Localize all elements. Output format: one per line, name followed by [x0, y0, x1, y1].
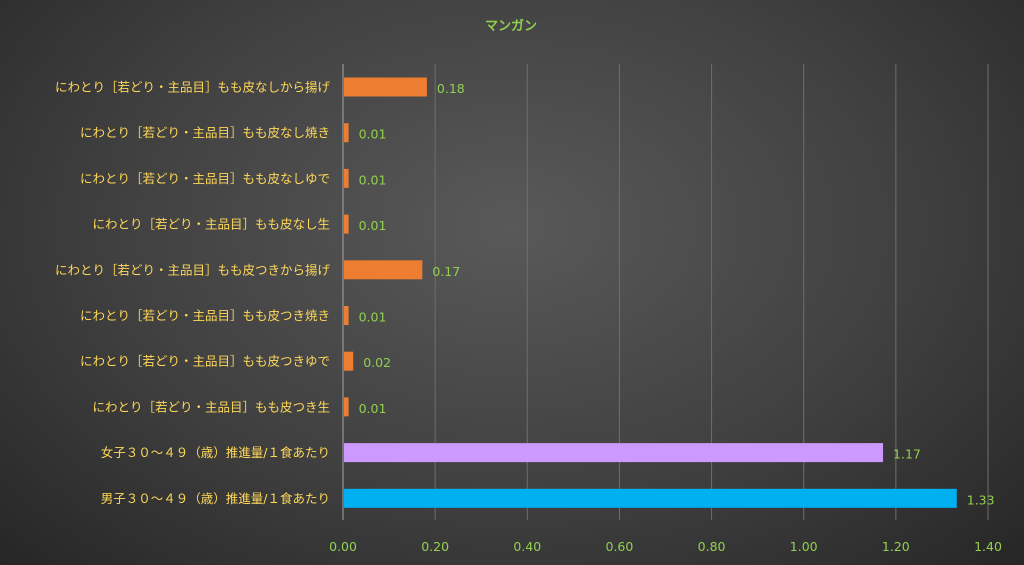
data-labels: 0.18 0.01 0.01 0.01 0.17 0.01 0.02 0.01 1.17 1.33 — [359, 81, 995, 507]
x-tick-label: 0.40 — [513, 539, 541, 554]
data-label: 0.01 — [359, 218, 387, 233]
bars — [344, 77, 957, 508]
bar — [344, 488, 957, 508]
gridlines — [342, 64, 989, 520]
data-label: 1.17 — [893, 447, 921, 462]
category-label: にわとり［若どり・主品目］もも皮なしから揚げ — [55, 80, 331, 95]
category-label: にわとり［若どり・主品目］もも皮つきから揚げ — [55, 262, 331, 277]
x-tick-label: 1.40 — [974, 539, 1002, 554]
category-label: にわとり［若どり・主品目］もも皮なし生 — [92, 217, 330, 232]
data-label: 0.02 — [363, 355, 391, 370]
category-label: にわとり［若どり・主品目］もも皮つきゆで — [80, 354, 330, 369]
x-tick-label: 1.20 — [882, 539, 910, 554]
data-label: 0.01 — [359, 172, 387, 187]
data-label: 1.33 — [967, 492, 995, 507]
x-tick-label: 0.60 — [606, 539, 634, 554]
chart-title: マンガン — [485, 19, 537, 34]
data-label: 0.17 — [432, 264, 460, 279]
category-label: にわとり［若どり・主品目］もも皮なしゆで — [80, 171, 330, 186]
bar — [344, 443, 884, 463]
bar — [344, 168, 349, 188]
category-label: にわとり［若どり・主品目］もも皮なし焼き — [80, 125, 330, 140]
data-label: 0.01 — [359, 310, 387, 325]
x-tick-label: 0.00 — [329, 539, 357, 554]
category-label: にわとり［若どり・主品目］もも皮つき焼き — [80, 308, 330, 323]
category-label: 女子３０～４９（歳）推進量/１食あたり — [101, 445, 330, 460]
bar — [344, 77, 427, 97]
x-tick-label: 0.80 — [698, 539, 726, 554]
x-axis-tick-labels: 0.00 0.20 0.40 0.60 0.80 1.00 1.20 1.40 — [329, 539, 1002, 554]
bar — [344, 214, 349, 234]
category-label: 男子３０～４９（歳）推進量/１食あたり — [101, 491, 330, 506]
x-tick-label: 1.00 — [790, 539, 818, 554]
x-tick-label: 0.20 — [421, 539, 449, 554]
data-label: 0.01 — [359, 401, 387, 416]
category-labels: にわとり［若どり・主品目］もも皮なしから揚げにわとり［若どり・主品目］もも皮なし… — [55, 80, 331, 506]
bar — [344, 397, 349, 417]
bar — [344, 306, 349, 325]
category-label: にわとり［若どり・主品目］もも皮つき生 — [92, 399, 330, 414]
bar — [344, 351, 354, 371]
data-label: 0.18 — [437, 81, 465, 96]
data-label: 0.01 — [359, 127, 387, 142]
bar — [344, 260, 423, 280]
bar — [344, 123, 349, 143]
